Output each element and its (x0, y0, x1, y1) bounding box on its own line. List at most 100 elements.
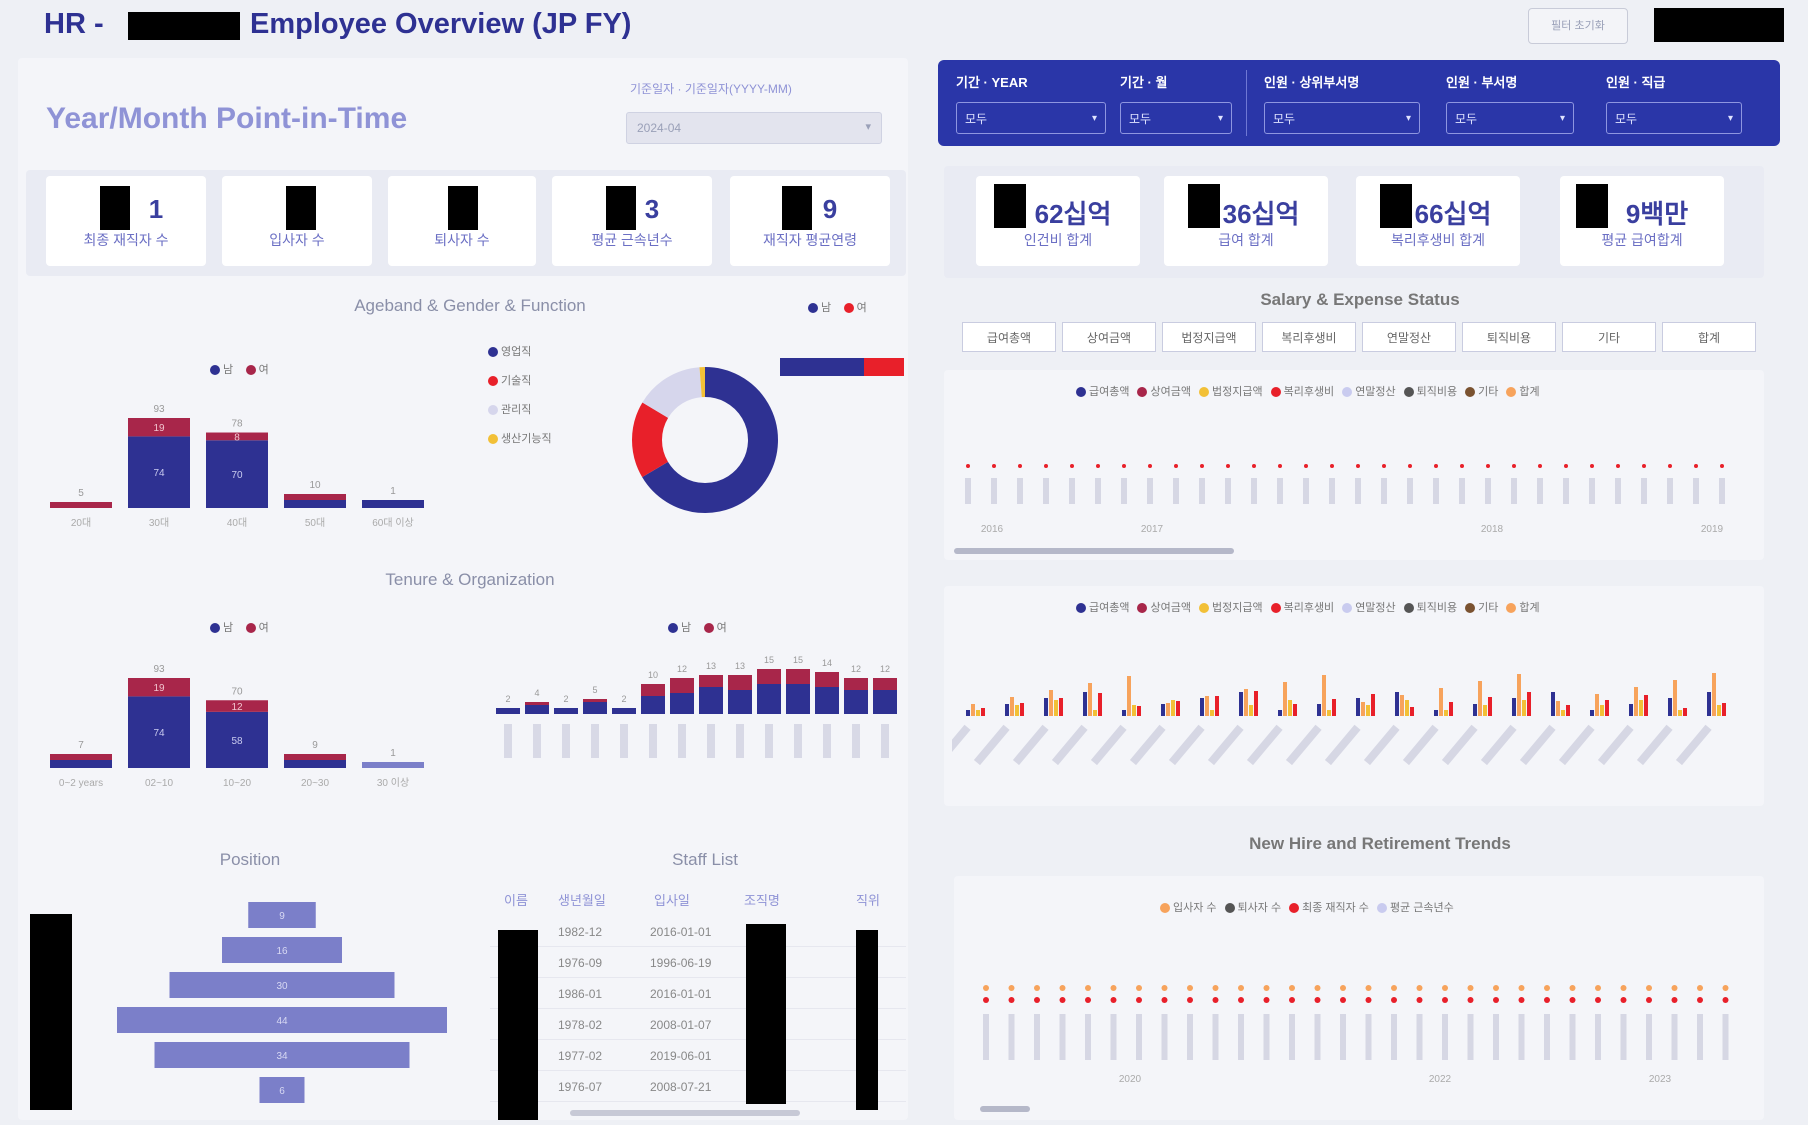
table-row[interactable]: 1978-02 2008-01-07 (490, 1015, 906, 1040)
series-point (1595, 985, 1601, 991)
legend-item[interactable]: 상여금액 (1137, 602, 1191, 614)
legend-item[interactable]: 합계 (1506, 386, 1540, 398)
legend-dot-icon (1270, 387, 1281, 398)
expense-bar (966, 710, 970, 716)
legend-item[interactable]: 퇴사자 수 (1224, 902, 1281, 914)
expense-bar (1371, 694, 1375, 716)
legend-item[interactable]: 법정지급액 (1198, 602, 1263, 614)
salary-tabs: 급여총액 상여금액 법정지급액 복리후생비 연말정산 퇴직비용 기타 합계 (962, 322, 1758, 354)
bar-female (206, 700, 268, 712)
timeline-scrollbar[interactable] (954, 548, 1234, 554)
filter-dropdown[interactable]: 모두 ▾ (1120, 102, 1232, 134)
timeline-scrollbar[interactable] (980, 1106, 1030, 1112)
legend-dot-icon (210, 623, 220, 634)
salary-tab[interactable]: 합계 (1662, 322, 1756, 352)
salary-tab[interactable]: 복리후생비 (1262, 322, 1356, 352)
axis-tick-label (1646, 1014, 1652, 1060)
salary-tab[interactable]: 퇴직비용 (1462, 322, 1556, 352)
legend-dot-icon (1376, 903, 1387, 914)
series-point (1538, 464, 1542, 468)
table-row[interactable]: 1986-01 2016-01-01 (490, 984, 906, 1009)
table-row[interactable]: 1977-02 2019-06-01 (490, 1046, 906, 1071)
col-birth[interactable]: 생년월일 (558, 893, 606, 908)
kpi-card-age: 9 재직자 평균연령 (730, 176, 890, 266)
filter-dropdown[interactable]: 모두 ▾ (956, 102, 1106, 134)
year-axis-label: 2020 (1119, 1074, 1142, 1085)
chevron-down-icon: ▾ (1559, 113, 1565, 124)
legend-item[interactable]: 복리후생비 (1270, 386, 1334, 398)
legend-item[interactable]: 법정지급액 (1198, 386, 1263, 398)
series-point (1467, 997, 1474, 1003)
salary-tab[interactable]: 법정지급액 (1162, 322, 1256, 352)
salary-tab[interactable]: 기타 (1562, 322, 1656, 352)
legend-item[interactable]: 평균 근속년수 (1376, 902, 1454, 914)
legend-label: 생산기능직 (501, 433, 552, 445)
col-org[interactable]: 조직명 (744, 893, 780, 908)
axis-tick-label (1147, 478, 1153, 504)
expense-bar (1015, 705, 1019, 716)
legend-item[interactable]: 퇴직비용 (1403, 602, 1457, 614)
legend-item[interactable]: 연말정산 (1342, 386, 1396, 398)
tenure-chart: 7 0~2 years 74 19 93 02~10 58 12 70 10~20 9 20~30 1 3… (50, 664, 424, 789)
expense-bar (1683, 708, 1687, 716)
legend-label: 상여금액 (1150, 386, 1191, 398)
axis-tick-label (1212, 1014, 1219, 1060)
series-point (1544, 997, 1550, 1003)
bar-female (362, 762, 424, 768)
expense-bar (1205, 696, 1209, 716)
table-row[interactable]: 1976-07 2008-07-21 (490, 1077, 906, 1102)
series-point (1722, 985, 1729, 991)
legend-item[interactable]: 입사자 수 (1160, 902, 1217, 914)
bar-male (284, 500, 346, 508)
expense-bar (1366, 705, 1370, 716)
expense-bar (1395, 692, 1399, 716)
staff-table[interactable]: 이름 생년월일 입사일 조직명 직위 1982-12 2016-01-01 1976… (490, 884, 906, 1120)
expense-bar (1176, 701, 1180, 716)
col-name[interactable]: 이름 (504, 893, 528, 908)
expense-bar (1171, 700, 1175, 716)
expense-bar (1059, 698, 1063, 716)
legend-item[interactable]: 연말정산 (1342, 602, 1396, 614)
expense-bar (1488, 697, 1492, 716)
bar-total-label: 93 (153, 664, 165, 675)
col-hire[interactable]: 입사일 (654, 893, 690, 908)
filter-dropdown[interactable]: 모두 ▾ (1606, 102, 1742, 134)
reset-filter-button[interactable]: 필터 초기화 (1528, 8, 1628, 44)
legend-item[interactable]: 급여총액 (1076, 386, 1129, 398)
series-point (1148, 464, 1152, 468)
axis-tick-label (1595, 1014, 1601, 1060)
legend-item[interactable]: 상여금액 (1137, 386, 1191, 398)
legend-item[interactable]: 최종 재직자 수 (1289, 902, 1369, 914)
col-position[interactable]: 직위 (856, 893, 880, 908)
table-scrollbar[interactable] (570, 1110, 800, 1116)
period-dropdown[interactable]: 2024-04 ▾ (626, 112, 882, 144)
kpi-card-benefits: 66십억 복리후생비 합계 (1356, 176, 1520, 266)
expense-bar (1044, 698, 1048, 716)
table-row[interactable]: 1976-09 1996-06-19 (490, 953, 906, 978)
table-row[interactable]: 1982-12 2016-01-01 (490, 922, 906, 947)
axis-tick-label (1671, 1014, 1678, 1060)
legend-label: 영업직 (501, 346, 532, 358)
filter-dropdown[interactable]: 모두 ▾ (1264, 102, 1420, 134)
donut-slice (642, 367, 703, 419)
legend-item[interactable]: 복리후생비 (1270, 602, 1334, 614)
expense-bar (1293, 704, 1297, 716)
filter-dropdown[interactable]: 모두 ▾ (1446, 102, 1574, 134)
legend-item[interactable]: 합계 (1506, 602, 1540, 614)
expense-bar (1634, 687, 1638, 716)
series-point (1212, 985, 1219, 991)
legend-dot-icon (1076, 387, 1086, 398)
legend-male: 남 (210, 364, 233, 376)
legend-item[interactable]: 퇴직비용 (1403, 386, 1457, 398)
series-point (1671, 997, 1678, 1003)
legend-item[interactable]: 기타 (1465, 386, 1498, 398)
legend-item[interactable]: 기타 (1465, 602, 1498, 614)
salary-tab[interactable]: 상여금액 (1062, 322, 1156, 352)
salary-tab[interactable]: 급여총액 (962, 322, 1056, 352)
expense-bar (1200, 698, 1204, 716)
axis-tick-label: 02~10 (145, 778, 174, 789)
salary-tab[interactable]: 연말정산 (1362, 322, 1456, 352)
legend-female: 여 (245, 622, 269, 634)
kpi-label: 입사자 수 (269, 232, 325, 248)
legend-item[interactable]: 급여총액 (1076, 602, 1129, 614)
